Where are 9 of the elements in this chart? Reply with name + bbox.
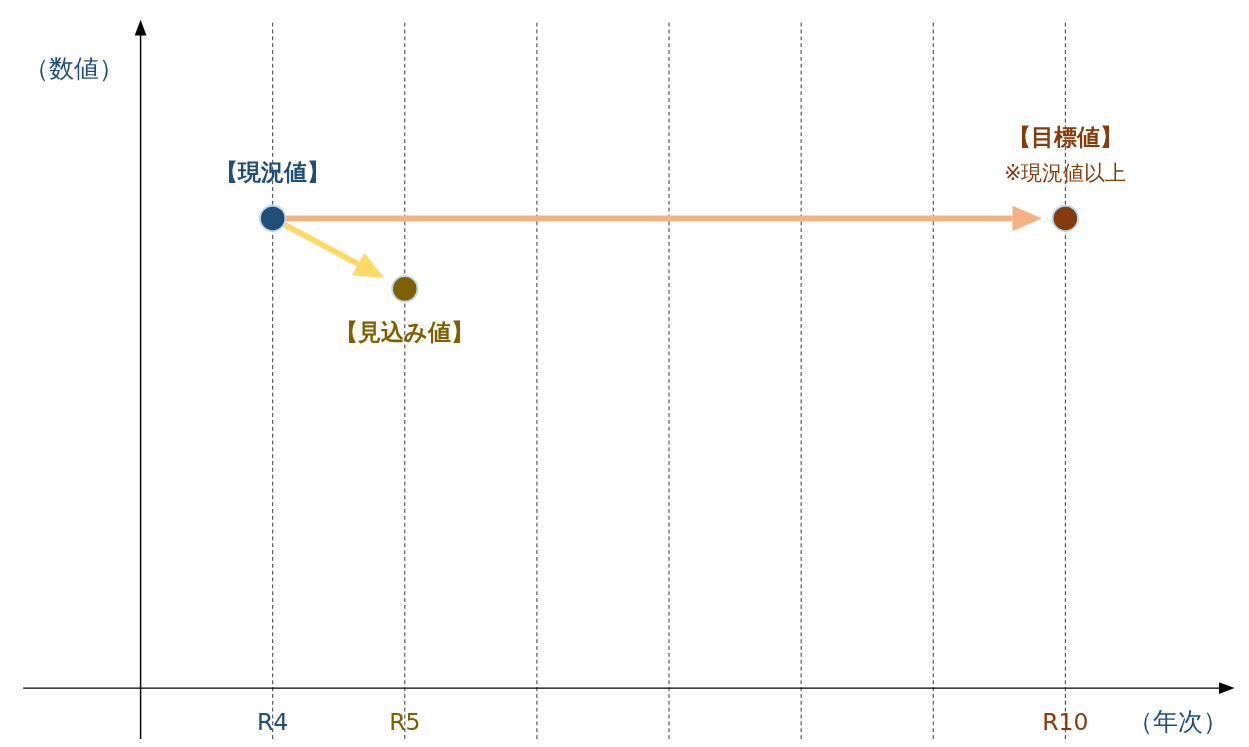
annotation: ※現況値以上 [1004, 161, 1127, 186]
x-tick-label: R4 [257, 708, 289, 737]
x-tick-label: R5 [389, 708, 421, 737]
annotation: 【見込み値】 [335, 317, 475, 346]
text: （数値） [24, 52, 125, 83]
annotation: 【現況値】 [215, 158, 331, 187]
x-tick-label: R10 [1042, 708, 1089, 737]
x-axis-title: （年次） [1127, 706, 1228, 737]
annotation: 【目標値】 [1007, 123, 1123, 151]
